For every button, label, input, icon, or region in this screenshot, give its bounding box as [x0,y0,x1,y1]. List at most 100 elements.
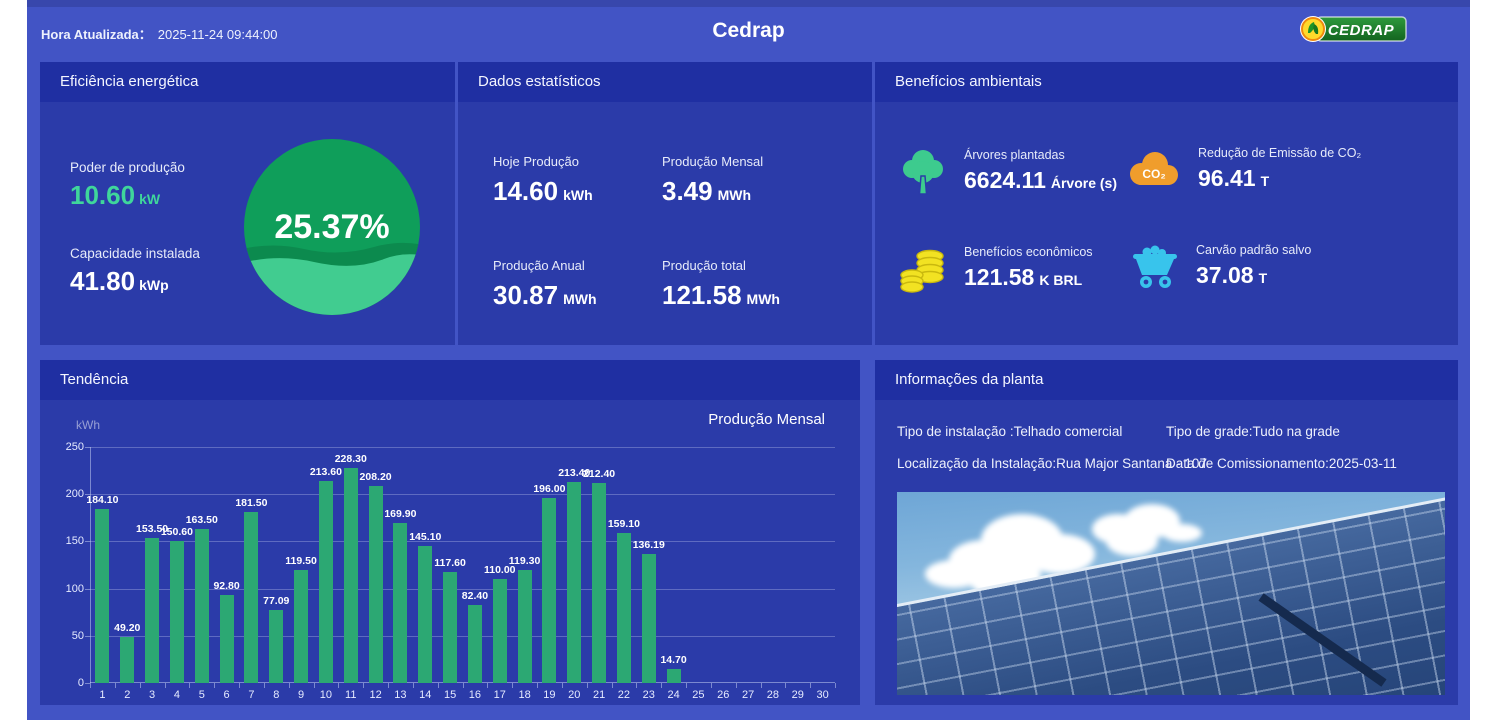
grid-type: Tipo de grade:Tudo na grade [1166,424,1340,439]
x-tick-label: 14 [419,689,432,701]
benefit-label: Benefícios econômicos [964,245,1093,259]
benefit-value: 121.58 [964,264,1035,290]
x-tick-label: 30 [816,689,829,701]
y-tick-label: 0 [77,677,84,689]
installed-capacity-unit: kWp [139,277,169,293]
bar-value-label: 92.80 [213,580,240,593]
benefit-label: Carvão padrão salvo [1196,243,1312,257]
bar-day-20 [567,481,582,683]
production-power-number: 10.60 [70,180,136,210]
bar-value-label: 77.09 [263,595,290,608]
x-tick-mark [760,683,762,688]
x-tick-label: 29 [791,689,804,701]
x-tick-label: 17 [493,689,506,701]
benefit-unit: T [1258,270,1268,286]
installed-capacity-value: 41.80 kWp [70,266,169,297]
stat-value: 3.49 [662,176,713,206]
cedrap-logo: CEDRAP [1298,13,1408,50]
bar-day-2 [120,636,135,683]
plant-info-card-body: Tipo de instalação :Telhado comercial Ti… [875,400,1458,705]
chart-title: Produção Mensal [708,411,825,428]
stat-label: Produção total [662,258,746,273]
gridline [90,494,835,496]
y-axis-unit-label: kWh [76,418,100,432]
cloud [1092,514,1144,544]
installation-location: Localização da Instalação:Rua Major Sant… [897,456,1207,471]
bar-value-label: 208.20 [359,471,392,484]
bar-value-label: 119.50 [285,555,317,568]
page-title: Cedrap [712,19,785,42]
gridline [90,588,835,590]
benefit-unit: K BRL [1039,272,1083,288]
bar-value-label: 136.19 [632,539,665,552]
bar-day-7 [244,511,259,683]
x-tick-mark [462,683,464,688]
plant-info-card-title: Informações da planta [875,360,1458,400]
bar-value-label: 228.30 [334,452,367,465]
bar-day-9 [294,570,309,683]
svg-text:CO₂: CO₂ [1142,167,1165,181]
bar-value-label: 49.20 [114,621,141,634]
y-axis-line [90,447,91,683]
x-tick-mark [735,683,737,688]
x-tick-mark [437,683,439,688]
y-tick-mark [85,588,90,590]
stat-label: Hoje Produção [493,154,579,169]
production-power-unit: kW [139,191,161,207]
y-tick-label: 50 [71,629,84,642]
y-tick-mark [85,683,90,684]
bar-day-18 [517,570,532,683]
x-tick-mark [686,683,687,688]
stat-value: 30.87 [493,280,559,310]
bar-day-14 [418,546,433,683]
bar-day-5 [194,528,209,683]
monthly-production-bar-chart: 0 50 100 150 200 250 1 184.10 2 49.20 3 153.50 4 150.… [66,441,836,701]
bar-value-label: 181.50 [235,496,268,509]
bar-value-label: 163.50 [185,513,218,526]
stat-value: 121.58 [662,280,742,310]
x-tick-label: 12 [369,689,382,701]
stat-value: 14.60 [493,176,559,206]
bar-value-label: 213.40 [558,466,591,479]
benefit-coal: Carvão padrão salvo 37.08 T [1127,242,1311,290]
trend-card: Tendência Produção Mensal kWh 0 50 100 150 2… [40,360,860,705]
bar-day-11 [343,467,358,683]
stat-unit: MWh [717,187,752,203]
bar-value-label: 196.00 [533,482,566,495]
x-tick-mark [164,683,166,688]
benefit-value: 96.41 [1198,165,1256,191]
x-tick-mark [114,683,116,688]
coins-icon [900,249,944,293]
stats-card-body: Hoje Produção 14.60 kWh Produção Mensal 3… [458,102,872,345]
bar-value-label: 14.70 [660,654,687,667]
bar-value-label: 213.60 [309,466,342,479]
benefits-card: Benefícios ambientais Árvores plantadas … [875,62,1458,345]
x-tick-mark [388,683,389,688]
y-tick-label: 250 [65,441,84,453]
y-tick-mark [85,494,90,496]
gauge-percent: 25.37% [274,208,389,246]
x-tick-label: 9 [298,689,305,701]
x-tick-label: 13 [394,689,407,701]
production-power-value: 10.60 kW [70,180,160,211]
stat-today-production: Hoje Produção 14.60 kWh [493,154,593,207]
x-tick-mark [412,683,414,688]
efficiency-gauge: 25.37% [244,139,420,320]
bar-value-label: 117.60 [434,557,466,569]
stat-unit: MWh [563,291,597,307]
x-tick-mark [288,683,290,688]
x-tick-mark [363,683,365,688]
benefit-value: 37.08 [1196,262,1254,288]
stat-annual-production: Produção Anual 30.87 MWh [493,258,597,311]
x-tick-mark [189,683,191,688]
bar-day-3 [145,538,160,683]
x-tick-label: 27 [741,689,755,701]
x-tick-label: 18 [518,689,531,701]
y-tick-mark [85,447,90,448]
stat-unit: MWh [746,291,780,307]
y-tick-mark [85,541,90,543]
co2-cloud-icon: CO₂ [1130,152,1178,185]
bar-value-label: 159.10 [607,517,640,530]
x-tick-label: 25 [692,689,705,701]
coal-cart-icon [1133,245,1177,288]
